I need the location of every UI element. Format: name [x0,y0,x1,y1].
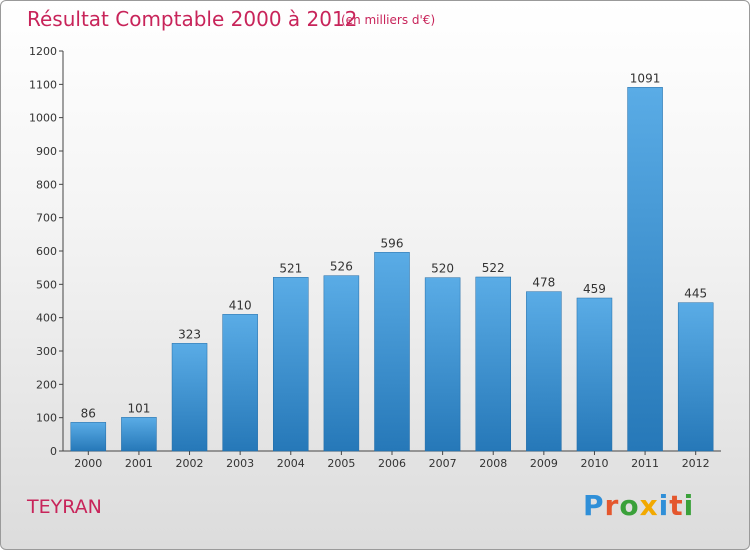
x-tick-label: 2011 [631,457,659,470]
logo-letter: r [604,489,620,522]
logo-letter: x [639,489,659,522]
y-tick-label: 200 [36,378,57,391]
bar [374,252,410,452]
logo-letter: i [683,489,695,522]
y-tick-label: 700 [36,212,57,225]
y-tick-label: 1200 [29,45,57,58]
bar-value-label: 1091 [630,71,661,85]
x-tick-label: 2007 [429,457,457,470]
logo-letter: t [669,489,684,522]
y-tick-label: 100 [36,412,57,425]
y-tick-label: 1000 [29,112,57,125]
bar [70,422,107,452]
x-tick-label: 2003 [226,457,254,470]
bar [323,275,360,452]
bar-value-label: 526 [330,260,353,274]
bar [576,297,613,452]
logo-letter: i [658,489,670,522]
bar [627,87,663,452]
bar [424,277,461,452]
bar [273,277,309,452]
x-tick-label: 2009 [530,457,558,470]
bar-value-label: 101 [127,401,150,415]
x-tick-label: 2002 [176,457,204,470]
x-tick-label: 2008 [479,457,507,470]
bar [121,417,157,452]
bar-value-label: 86 [81,406,96,420]
bar-value-label: 521 [279,261,302,275]
y-tick-label: 400 [36,312,57,325]
bar-value-label: 410 [229,298,252,312]
bar-value-label: 522 [482,261,505,275]
y-tick-label: 500 [36,278,57,291]
chart-bars [70,87,714,452]
chart-subtitle: (en milliers d'€) [341,13,436,27]
bar-value-label: 596 [381,236,404,250]
x-tick-label: 2004 [277,457,305,470]
bar [475,276,511,452]
chart-title: Résultat Comptable 2000 à 2012 [27,7,358,31]
bar-value-label: 478 [532,276,555,290]
y-tick-label: 300 [36,345,57,358]
x-tick-label: 2006 [378,457,406,470]
bar [222,314,258,452]
y-tick-label: 1100 [29,78,57,91]
bar-value-label: 445 [684,287,707,301]
x-tick-label: 2010 [580,457,608,470]
bar-value-label: 323 [178,327,201,341]
x-tick-label: 2000 [74,457,102,470]
chart-axes: 0 100 200 300 400 500 600 700 800 900 1000 1100 1200 [29,45,721,458]
x-tick-label: 2005 [327,457,355,470]
y-tick-label: 800 [36,178,57,191]
bar-value-label: 459 [583,282,606,296]
town-name: TEYRAN [27,496,102,518]
y-tick-label: 600 [36,245,57,258]
x-tick-label: 2012 [682,457,710,470]
chart-labels: 86 2000 101 2001 323 2002 410 2003 521 2004 526 200… [74,71,709,470]
y-tick-label: 0 [50,445,57,458]
bar-value-label: 520 [431,262,454,276]
bar [171,343,208,452]
bar [526,291,562,452]
y-tick-label: 900 [36,145,57,158]
bar [677,302,714,452]
logo-letter: P [583,489,605,522]
logo-letter: o [619,489,640,522]
proxiti-logo: Proxiti [583,489,694,522]
x-tick-label: 2001 [125,457,153,470]
